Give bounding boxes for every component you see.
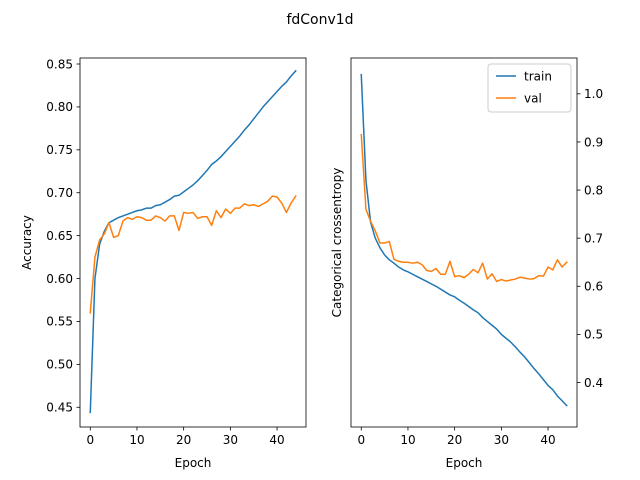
y-tick-label: 0.9 bbox=[584, 135, 603, 149]
y-tick-label: 0.50 bbox=[46, 358, 73, 372]
axes-frame bbox=[350, 57, 578, 428]
x-tick-label: 0 bbox=[357, 433, 365, 447]
crossentropy-chart: 0 10 20 30 40 0.4 0.5 0.6 0.7 0.8 0.9 1.0 Epoch Categ… bbox=[330, 57, 603, 470]
series-line-train bbox=[360, 73, 568, 407]
y-tick-label: 0.70 bbox=[46, 186, 73, 200]
x-tick-label: 40 bbox=[269, 433, 284, 447]
series-line-val bbox=[89, 195, 297, 314]
y-tick-label: 1.0 bbox=[584, 87, 603, 101]
x-axis-label: Epoch bbox=[175, 456, 212, 470]
y-tick-label: 0.75 bbox=[46, 143, 73, 157]
x-tick-label: 10 bbox=[129, 433, 144, 447]
x-tick-label: 30 bbox=[494, 433, 509, 447]
x-axis-label: Epoch bbox=[446, 456, 483, 470]
legend-label-val: val bbox=[524, 91, 542, 105]
x-tick-label: 0 bbox=[86, 433, 94, 447]
legend: train val bbox=[487, 63, 572, 113]
figure-suptitle: fdConv1d bbox=[286, 12, 353, 28]
series-line-train bbox=[89, 69, 297, 414]
y-tick-label: 0.6 bbox=[584, 280, 603, 294]
y-tick-label: 0.45 bbox=[46, 401, 73, 415]
x-tick-label: 20 bbox=[447, 433, 462, 447]
y-tick-label: 0.4 bbox=[584, 376, 603, 390]
x-tick-label: 10 bbox=[400, 433, 415, 447]
y-axis-label: Accuracy bbox=[20, 215, 34, 270]
series-line-val bbox=[360, 133, 568, 283]
x-tick-label: 20 bbox=[176, 433, 191, 447]
y-tick-label: 0.8 bbox=[584, 183, 603, 197]
y-tick-label: 0.60 bbox=[46, 272, 73, 286]
x-tick-label: 30 bbox=[223, 433, 238, 447]
x-tick-label: 40 bbox=[540, 433, 555, 447]
y-tick-label: 0.65 bbox=[46, 229, 73, 243]
y-tick-label: 0.85 bbox=[46, 57, 73, 71]
axes-frame bbox=[79, 57, 307, 428]
y-tick-label: 0.5 bbox=[584, 328, 603, 342]
y-tick-label: 0.55 bbox=[46, 315, 73, 329]
y-tick-label: 0.7 bbox=[584, 231, 603, 245]
legend-label-train: train bbox=[524, 69, 552, 83]
y-axis-label: Categorical crossentropy bbox=[330, 168, 344, 318]
accuracy-chart: 0 10 20 30 40 0.45 0.50 0.55 0.60 0.65 0.70 0.75 0.8… bbox=[20, 57, 307, 470]
y-tick-label: 0.80 bbox=[46, 100, 73, 114]
